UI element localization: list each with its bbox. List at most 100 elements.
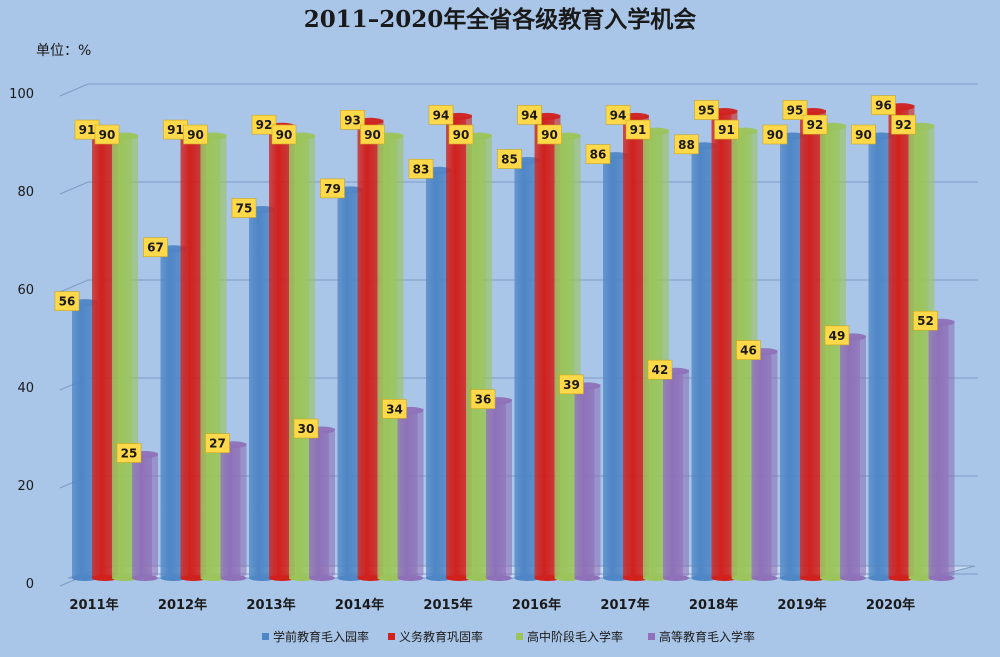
legend-label: 义务教育巩固率 — [399, 629, 483, 644]
legend-label: 高中阶段毛入学率 — [527, 629, 623, 644]
data-label: 93 — [340, 110, 365, 130]
svg-text:92: 92 — [807, 118, 824, 132]
y-tick-label: 60 — [17, 283, 34, 298]
data-label: 25 — [116, 443, 142, 463]
legend-label: 学前教育毛入园率 — [273, 629, 369, 644]
y-axis-ticks: 0 20 40 60 80 100 — [9, 87, 34, 592]
svg-text:88: 88 — [678, 138, 695, 152]
data-label: 85 — [497, 149, 522, 169]
svg-text:92: 92 — [256, 118, 273, 132]
svg-text:83: 83 — [413, 162, 430, 176]
data-label: 49 — [824, 325, 850, 346]
data-label: 75 — [231, 198, 257, 218]
bar — [486, 397, 512, 581]
legend-label: 高等教育毛入学率 — [659, 629, 755, 644]
grid-line — [59, 279, 978, 293]
svg-text:90: 90 — [276, 128, 293, 142]
data-label: 91 — [74, 119, 100, 140]
data-label: 91 — [714, 119, 739, 140]
data-label: 56 — [54, 291, 80, 311]
svg-text:30: 30 — [298, 422, 315, 436]
svg-text:91: 91 — [167, 123, 184, 137]
legend-swatch — [648, 633, 655, 640]
svg-text:90: 90 — [541, 128, 558, 142]
y-tick-label: 40 — [17, 381, 34, 396]
data-label: 42 — [647, 359, 673, 380]
svg-text:34: 34 — [386, 402, 403, 416]
legend-swatch — [262, 633, 269, 640]
legend-entry: 学前教育毛入园率 — [262, 629, 369, 644]
bars — [72, 103, 955, 581]
bar — [840, 333, 866, 581]
svg-text:92: 92 — [895, 118, 912, 132]
svg-text:49: 49 — [829, 329, 846, 343]
svg-text:95: 95 — [698, 104, 715, 118]
svg-text:90: 90 — [855, 128, 872, 142]
svg-text:85: 85 — [501, 153, 518, 167]
legend-entry: 高等教育毛入学率 — [648, 629, 755, 644]
x-tick-label: 2020年 — [866, 597, 915, 613]
x-tick-label: 2019年 — [777, 597, 826, 613]
data-label: 91 — [163, 119, 188, 140]
legend-swatch — [388, 633, 395, 640]
svg-text:36: 36 — [475, 393, 492, 407]
svg-text:91: 91 — [79, 123, 96, 137]
svg-text:56: 56 — [59, 295, 76, 309]
svg-text:90: 90 — [99, 128, 116, 142]
svg-text:90: 90 — [187, 128, 204, 142]
y-tick-label: 80 — [17, 185, 34, 200]
data-label: 90 — [271, 124, 297, 145]
data-label: 94 — [517, 105, 542, 125]
data-label: 92 — [802, 114, 828, 135]
svg-text:75: 75 — [236, 202, 253, 216]
data-label: 46 — [736, 340, 761, 360]
bar — [928, 318, 955, 581]
data-label: 67 — [143, 237, 168, 257]
data-label: 36 — [470, 389, 496, 409]
data-label: 88 — [674, 134, 699, 155]
grid-line — [59, 83, 978, 97]
svg-text:42: 42 — [652, 363, 669, 377]
svg-text:86: 86 — [590, 148, 607, 162]
svg-text:79: 79 — [324, 182, 341, 196]
unit-label: 单位：% — [36, 43, 91, 59]
bar — [574, 382, 601, 581]
data-label: 52 — [913, 310, 938, 331]
x-tick-label: 2013年 — [246, 597, 295, 613]
bar — [397, 406, 424, 581]
svg-text:93: 93 — [344, 113, 361, 127]
x-tick-label: 2012年 — [158, 597, 207, 613]
svg-text:25: 25 — [121, 447, 138, 461]
data-label: 90 — [183, 124, 208, 145]
grid-line — [59, 181, 978, 195]
data-label: 90 — [851, 124, 876, 145]
svg-text:91: 91 — [630, 123, 647, 137]
data-label: 27 — [205, 433, 230, 454]
svg-text:94: 94 — [433, 108, 450, 122]
data-label: 90 — [762, 124, 788, 145]
svg-text:95: 95 — [787, 104, 804, 118]
x-axis-labels: 2011年 2012年 2013年 2014年 2015年 2016年 2017年 2018年… — [69, 597, 915, 613]
svg-text:96: 96 — [875, 99, 892, 113]
svg-text:39: 39 — [563, 378, 580, 392]
svg-text:67: 67 — [147, 241, 164, 255]
svg-text:90: 90 — [767, 128, 784, 142]
data-label: 90 — [448, 124, 474, 145]
data-label: 86 — [585, 144, 611, 164]
data-label: 34 — [382, 399, 407, 419]
bar — [220, 441, 247, 581]
data-label: 94 — [605, 105, 631, 125]
svg-text:27: 27 — [209, 437, 226, 451]
legend-swatch — [516, 633, 523, 640]
bar — [751, 348, 778, 581]
svg-text:90: 90 — [364, 128, 381, 142]
data-label: 96 — [871, 95, 896, 115]
bar — [309, 426, 335, 581]
data-label: 79 — [320, 178, 345, 199]
y-tick-label: 0 — [26, 577, 34, 592]
svg-text:94: 94 — [521, 108, 538, 122]
svg-text:90: 90 — [453, 128, 470, 142]
chart-title: 2011–2020年全省各级教育入学机会 — [304, 6, 697, 33]
